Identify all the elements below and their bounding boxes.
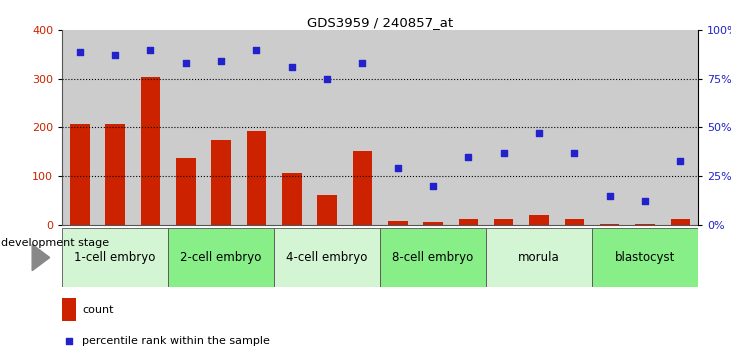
- Point: [498, 150, 510, 155]
- Text: count: count: [83, 305, 114, 315]
- Bar: [274, 30, 309, 225]
- Point: [533, 130, 545, 136]
- Bar: [635, 224, 655, 225]
- Bar: [451, 30, 486, 225]
- Bar: [521, 30, 557, 225]
- Point: [427, 183, 439, 189]
- Point: [286, 64, 298, 70]
- Bar: [557, 30, 592, 225]
- Bar: [671, 219, 690, 225]
- Point: [675, 158, 686, 164]
- Point: [180, 60, 192, 66]
- Point: [215, 58, 227, 64]
- Bar: [247, 131, 266, 225]
- Text: 1-cell embryo: 1-cell embryo: [75, 251, 156, 264]
- Bar: [141, 77, 160, 225]
- Point: [604, 193, 616, 198]
- Bar: [353, 151, 372, 225]
- Bar: [380, 30, 415, 225]
- Text: morula: morula: [518, 251, 560, 264]
- Point: [569, 150, 580, 155]
- Bar: [97, 30, 133, 225]
- Point: [438, 201, 450, 206]
- Polygon shape: [32, 244, 50, 270]
- Bar: [415, 30, 451, 225]
- Point: [110, 52, 121, 58]
- Bar: [239, 30, 274, 225]
- Bar: [486, 30, 521, 225]
- Title: GDS3959 / 240857_at: GDS3959 / 240857_at: [307, 16, 453, 29]
- FancyBboxPatch shape: [168, 228, 274, 287]
- Point: [145, 47, 156, 52]
- Bar: [203, 30, 239, 225]
- Text: 4-cell embryo: 4-cell embryo: [287, 251, 368, 264]
- Bar: [600, 224, 619, 225]
- Point: [251, 47, 262, 52]
- Bar: [282, 173, 301, 225]
- FancyBboxPatch shape: [592, 228, 698, 287]
- Bar: [133, 30, 168, 225]
- Text: development stage: development stage: [1, 238, 109, 249]
- Bar: [423, 222, 443, 225]
- Bar: [309, 30, 345, 225]
- Point: [639, 199, 651, 204]
- Bar: [62, 30, 97, 225]
- Bar: [176, 158, 195, 225]
- FancyBboxPatch shape: [486, 228, 592, 287]
- Bar: [168, 30, 203, 225]
- Bar: [105, 124, 125, 225]
- Bar: [70, 124, 89, 225]
- Text: 2-cell embryo: 2-cell embryo: [181, 251, 262, 264]
- Bar: [663, 30, 698, 225]
- Text: 8-cell embryo: 8-cell embryo: [393, 251, 474, 264]
- Bar: [494, 219, 513, 225]
- Point: [392, 166, 404, 171]
- Point: [463, 154, 474, 159]
- FancyBboxPatch shape: [274, 228, 380, 287]
- FancyBboxPatch shape: [380, 228, 486, 287]
- Text: blastocyst: blastocyst: [615, 251, 675, 264]
- Bar: [345, 30, 380, 225]
- Point: [322, 76, 333, 81]
- Bar: [459, 219, 478, 225]
- Text: percentile rank within the sample: percentile rank within the sample: [83, 336, 270, 346]
- Bar: [211, 139, 231, 225]
- Bar: [627, 30, 663, 225]
- Bar: [529, 215, 549, 225]
- Bar: [565, 219, 584, 225]
- Bar: [317, 195, 337, 225]
- Point: [357, 60, 368, 66]
- FancyBboxPatch shape: [62, 228, 168, 287]
- Bar: [388, 221, 407, 225]
- Bar: [62, 298, 76, 321]
- Point: [74, 48, 86, 54]
- Bar: [592, 30, 627, 225]
